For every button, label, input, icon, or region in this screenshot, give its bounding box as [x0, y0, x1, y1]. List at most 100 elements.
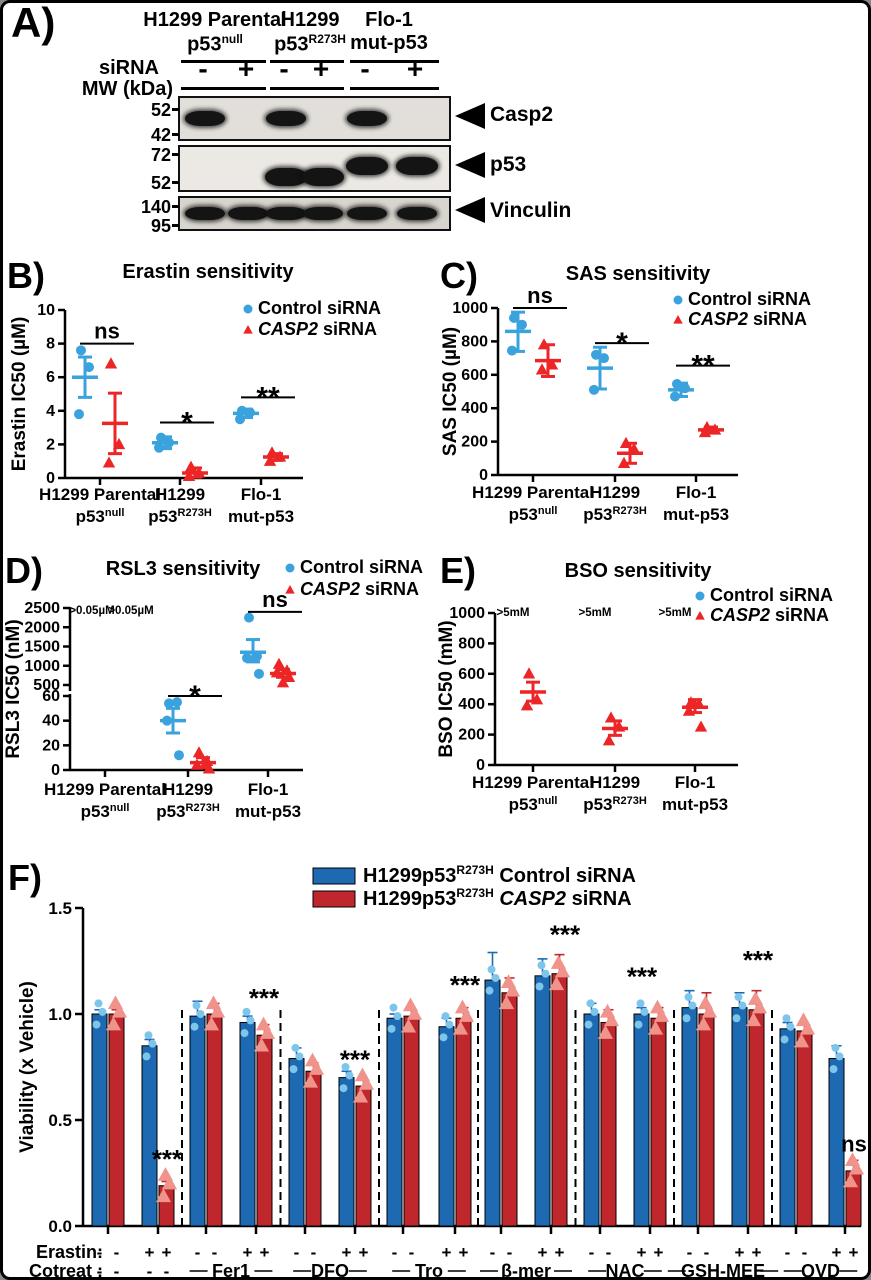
replicate-point — [142, 1052, 151, 1061]
replicate-point — [485, 986, 494, 995]
y-axis-label: BSO IC50 (mM) — [436, 620, 457, 757]
erastin-sign: - — [704, 1243, 710, 1262]
sig-label: *** — [340, 1044, 371, 1074]
blot-target-label: Vinculin — [490, 199, 572, 222]
sig-label: ** — [256, 381, 280, 414]
replicate-point — [498, 995, 515, 1010]
sirna-sign: - — [360, 53, 370, 84]
data-point — [162, 715, 172, 726]
replicate-point — [745, 1012, 762, 1027]
data-point — [684, 696, 698, 708]
data-point — [282, 670, 296, 682]
sig-label: ** — [691, 350, 715, 383]
legend-triangle-marker — [285, 585, 295, 594]
erastin-sign: - — [392, 1243, 398, 1262]
y-tick-label: 0 — [479, 467, 488, 484]
erastin-sign: + — [243, 1243, 253, 1262]
group-label: H1299 — [590, 773, 640, 792]
erastin-sign: - — [409, 1243, 415, 1262]
y-tick-label: 1000 — [24, 658, 60, 675]
panel-a-western-blot: A) H1299 Parental p53null H1299 p53R273H Flo-… — [3, 3, 868, 248]
y-tick-label: 600 — [458, 666, 485, 683]
y-tick-label: 400 — [458, 696, 485, 713]
replicate-point — [291, 1043, 300, 1052]
replicate-point — [209, 1003, 226, 1018]
erastin-sign: + — [342, 1243, 352, 1262]
mw-tick — [172, 153, 179, 156]
annotation-blue: >5mM — [659, 607, 692, 619]
replicate-point — [255, 1016, 272, 1031]
legend-label: CASP2 siRNA — [688, 309, 807, 329]
legend-label: Control siRNA — [710, 585, 833, 605]
erastin-sign: + — [260, 1243, 270, 1262]
replicate-point — [190, 1022, 199, 1031]
data-point — [200, 754, 214, 767]
panel-label: F) — [8, 857, 42, 898]
replicate-point — [205, 995, 222, 1010]
legend-triangle-marker — [695, 611, 705, 620]
replicate-point — [695, 1016, 712, 1031]
sig-label: ns — [527, 283, 553, 308]
mw-value: 42 — [150, 125, 171, 145]
group-sublabel: mut-p53 — [663, 505, 729, 524]
replicate-point — [500, 974, 517, 988]
group-label: Flo-1 — [676, 483, 717, 502]
group-sublabel: p53null — [509, 795, 558, 814]
y-tick-label: 2000 — [24, 619, 60, 636]
data-point — [174, 750, 184, 761]
replicate-point — [782, 1014, 791, 1023]
bar — [141, 1045, 158, 1227]
mw-value: 52 — [150, 173, 171, 193]
y-tick-label: 1.0 — [48, 1005, 72, 1024]
sirna-sign: + — [406, 53, 424, 84]
replicate-point — [289, 1065, 298, 1074]
band-vinculin-lane-2 — [228, 207, 268, 220]
bar — [455, 1017, 472, 1227]
mw-tick — [172, 181, 179, 184]
data-point — [599, 353, 609, 364]
erastin-sign: - — [114, 1243, 120, 1262]
annotation-blue: >5mM — [579, 607, 612, 619]
series-casp2 — [190, 657, 296, 774]
replicate-point — [487, 965, 496, 974]
band-p53-lane-5 — [346, 157, 388, 175]
series-control — [72, 345, 259, 453]
replicate-point — [157, 1167, 174, 1181]
erastin-sign: - — [507, 1243, 513, 1262]
replicate-point — [647, 1020, 664, 1035]
group-label: H1299 — [163, 780, 213, 799]
erastin-sign: - — [294, 1243, 300, 1262]
y-tick-label: 1.5 — [48, 899, 72, 918]
band-casp2-lane-1 — [185, 111, 225, 126]
y-tick-label: 0.0 — [48, 1217, 72, 1236]
replicate-point — [253, 1037, 270, 1052]
erastin-sign: + — [442, 1243, 452, 1262]
data-point — [617, 456, 631, 468]
legend-triangle-marker — [243, 325, 253, 334]
replicate-point — [439, 1033, 448, 1042]
y-tick-label: 0 — [51, 762, 60, 779]
replicate-point — [586, 999, 595, 1008]
replicate-point — [732, 1014, 741, 1023]
y-axis-label: Erastin IC50 (µM) — [9, 317, 30, 472]
replicate-point — [295, 1052, 304, 1061]
bar-series-control — [91, 951, 845, 1227]
erastin-sign: + — [162, 1243, 172, 1262]
replicate-point — [799, 1020, 816, 1035]
replicate-point — [831, 1043, 840, 1052]
sig-label: ns — [94, 319, 120, 344]
sirna-sign: + — [237, 53, 255, 84]
replicate-point — [406, 1006, 423, 1020]
bar — [91, 1013, 108, 1227]
y-axis-label: Viability (x Vehicle) — [17, 981, 38, 1153]
y-tick-label: 6 — [46, 369, 55, 386]
bar-series-casp2 — [105, 953, 865, 1227]
mw-tick — [172, 224, 179, 227]
y-tick-label: 60 — [42, 688, 60, 705]
erastin-sign: + — [752, 1243, 762, 1262]
blot-casp2 — [178, 96, 451, 141]
data-point — [602, 734, 616, 746]
data-point — [190, 758, 204, 770]
group-label: H1299 Parental — [472, 773, 594, 792]
